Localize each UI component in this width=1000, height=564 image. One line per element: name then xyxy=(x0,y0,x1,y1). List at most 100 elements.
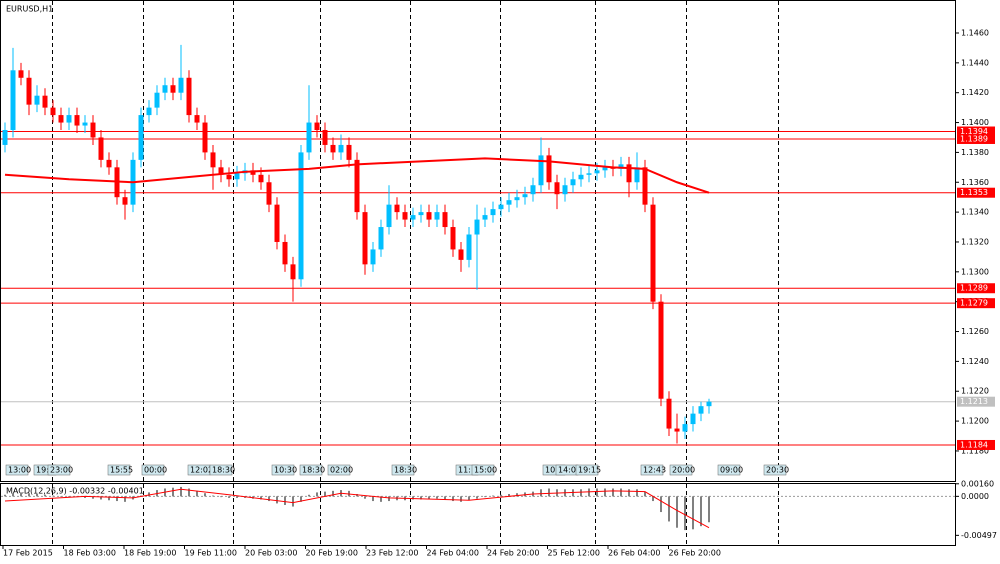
macd-bar xyxy=(236,496,238,498)
candle-body xyxy=(562,185,568,195)
macd-bar xyxy=(108,496,110,501)
candle-body xyxy=(402,212,408,220)
x-tick-label: 24 Feb 20:00 xyxy=(487,549,539,558)
y-tick-label: 1.1260 xyxy=(961,327,989,336)
candle-body xyxy=(682,424,688,432)
macd-tick-label: -0.00497 xyxy=(961,531,997,540)
macd-bar xyxy=(284,496,286,505)
candle-body xyxy=(554,182,560,195)
macd-bar xyxy=(700,496,702,527)
event-tag xyxy=(717,464,741,476)
macd-bar xyxy=(100,496,102,500)
candle-body xyxy=(626,164,632,183)
macd-bar xyxy=(596,488,598,497)
event-label: 14:0 xyxy=(558,466,576,475)
macd-bar xyxy=(20,492,22,497)
candle-body xyxy=(634,167,640,183)
candle-body xyxy=(162,85,168,93)
macd-bar xyxy=(204,493,206,497)
event-label: 15:55 xyxy=(110,466,133,475)
candle-body xyxy=(362,212,368,265)
macd-bar xyxy=(612,488,614,497)
candle-body xyxy=(146,107,152,116)
macd-bar xyxy=(172,487,174,497)
candle-body xyxy=(226,174,232,180)
candle-body xyxy=(530,185,536,195)
candle-body xyxy=(250,170,256,175)
y-tick-label: 1.1380 xyxy=(961,148,989,157)
candle-body xyxy=(490,209,496,216)
candle-body xyxy=(298,152,304,280)
price-level-tag xyxy=(957,126,995,137)
macd-bar xyxy=(604,488,606,497)
event-label: 23:00 xyxy=(50,466,73,475)
x-tick-label: 20 Feb 03:00 xyxy=(245,549,297,558)
candle-body xyxy=(322,130,328,145)
candle-body xyxy=(194,115,200,123)
candle-body xyxy=(618,164,624,169)
event-tag xyxy=(575,464,599,476)
macd-signal xyxy=(4,488,710,529)
candle-body xyxy=(330,144,336,153)
price-level-label: 1.1279 xyxy=(960,299,988,308)
candle-body xyxy=(98,137,104,160)
macd-bar xyxy=(180,486,182,497)
candle-body xyxy=(666,398,672,429)
macd-bar xyxy=(492,495,494,497)
candle-body xyxy=(210,152,216,168)
chart-title: EURUSD,H1 xyxy=(6,5,53,14)
event-label: 19:15 xyxy=(578,466,601,475)
event-label: 13:00 xyxy=(8,466,31,475)
candle-body xyxy=(346,144,352,160)
y-tick-label: 1.1220 xyxy=(961,387,989,396)
candle-body xyxy=(258,174,264,183)
macd-panel xyxy=(0,483,956,546)
candle-body xyxy=(538,155,544,186)
price-level-tag xyxy=(957,133,995,144)
macd-bar xyxy=(324,491,326,497)
candle-body xyxy=(674,428,680,432)
y-tick-label: 1.1420 xyxy=(961,88,989,97)
y-tick-label: 1.1180 xyxy=(961,446,989,455)
macd-bar xyxy=(436,496,438,499)
macd-bar xyxy=(676,496,678,528)
macd-bar xyxy=(28,493,30,497)
macd-bar xyxy=(52,495,54,497)
price-level-tag xyxy=(957,283,995,294)
macd-bar xyxy=(452,496,454,502)
macd-tick-label: 0.0000 xyxy=(961,492,989,501)
candle-body xyxy=(2,130,8,145)
macd-tick-label: 0.00160 xyxy=(961,479,994,488)
macd-bar xyxy=(508,493,510,497)
candle-body xyxy=(546,155,552,183)
event-tag xyxy=(763,464,787,476)
candle-body xyxy=(650,204,656,302)
candle-body xyxy=(90,122,96,138)
candle-body xyxy=(306,122,312,153)
event-tag xyxy=(391,464,415,476)
event-tag xyxy=(5,464,29,476)
y-tick-label: 1.1400 xyxy=(961,118,989,127)
x-tick-label: 20 Feb 19:00 xyxy=(306,549,358,558)
candle-body xyxy=(442,212,448,228)
candle-body xyxy=(314,122,320,131)
candle-body xyxy=(290,264,296,280)
macd-bar xyxy=(500,494,502,497)
candle-body xyxy=(578,174,584,180)
macd-bar xyxy=(220,496,222,498)
x-tick-label: 19 Feb 11:00 xyxy=(185,549,237,558)
macd-bar xyxy=(540,489,542,497)
y-tick-label: 1.1360 xyxy=(961,178,989,187)
macd-bar xyxy=(4,494,6,497)
x-tick-label: 23 Feb 12:00 xyxy=(366,549,418,558)
price-level-tag xyxy=(957,187,995,198)
y-tick-label: 1.1320 xyxy=(961,237,989,246)
candle-body xyxy=(18,70,24,78)
candle-body xyxy=(378,227,384,250)
macd-bar xyxy=(276,496,278,504)
macd-bar xyxy=(12,493,14,497)
macd-bar xyxy=(516,493,518,497)
event-tag xyxy=(47,464,71,476)
x-tick-label: 18 Feb 03:00 xyxy=(64,549,116,558)
macd-bar xyxy=(412,496,414,500)
